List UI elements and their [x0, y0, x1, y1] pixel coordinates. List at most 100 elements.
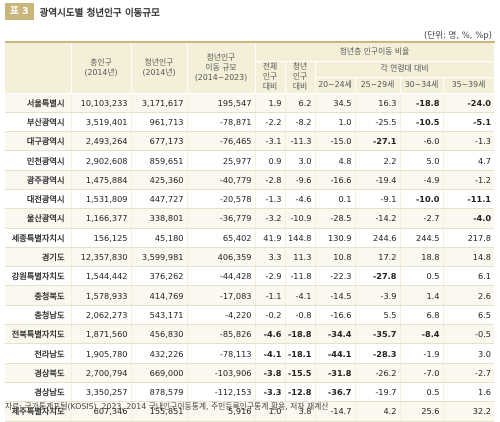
table-cell: -10.0	[399, 189, 443, 210]
table-row: 전라남도 1,905,780 432,226 -78,113 -4.1 -18.1 -44.…	[5, 343, 495, 364]
table-cell: -8.2	[284, 112, 315, 133]
table-row: 경상북도 2,700,794 669,000 -103,906 -3.8 -15.5 -31…	[5, 363, 495, 383]
table-cell: 425,360	[130, 170, 187, 190]
table-cell: -103,906	[186, 363, 255, 383]
table-cell: -27.8	[354, 266, 400, 287]
table-body: 서울특별시 10,103,233 3,171,617 195,547 1.9 6.2 34.…	[5, 93, 495, 422]
table-cell: -7.0	[399, 363, 443, 383]
table-cell: 12,357,830	[70, 247, 131, 268]
table-cell: 0.9	[254, 150, 285, 171]
table-cell: 244.6	[354, 228, 400, 248]
table-cell: -0.2	[254, 305, 285, 326]
table-cell: -11.1	[442, 189, 495, 210]
table-cell: -44,428	[186, 266, 255, 287]
table-cell: -1.3	[442, 131, 495, 152]
table-cell: 5.0	[399, 150, 443, 171]
table-cell: -19.7	[354, 382, 400, 403]
table-cell: -78,871	[186, 112, 255, 133]
table-cell: 4.2	[354, 401, 400, 422]
table-cell: 17.2	[354, 247, 400, 268]
table-cell: 1,905,780	[70, 343, 131, 364]
table-cell: 14.8	[442, 247, 495, 268]
table-cell: 2,062,273	[70, 305, 131, 326]
table-cell: 10.8	[314, 247, 355, 268]
col-region-header	[5, 41, 72, 94]
table-cell: 4.7	[442, 150, 495, 171]
col-group-ratio-header: 청년층 인구이동 비율	[255, 41, 495, 62]
row-region-name: 경상남도	[5, 382, 71, 403]
table-cell: 2.2	[354, 150, 400, 171]
row-region-name: 대전광역시	[5, 189, 71, 210]
row-region-name: 서울특별시	[5, 93, 71, 113]
table-cell: 3,599,981	[130, 247, 187, 268]
table-cell: 2,902,608	[70, 150, 131, 171]
col-age-20-24-header: 20~24세	[315, 77, 356, 94]
table-cell: -26.2	[354, 363, 400, 383]
table-cell: 156,125	[70, 228, 131, 248]
table-row: 서울특별시 10,103,233 3,171,617 195,547 1.9 6.2 34.…	[5, 93, 495, 113]
col-age-group-header: 각 연령대 대비	[315, 61, 495, 78]
table-cell: 45,180	[130, 228, 187, 248]
table-cell: -28.5	[314, 208, 355, 229]
table-cell: -22.3	[314, 266, 355, 287]
table-cell: -14.5	[314, 285, 355, 306]
table-row: 경기도 12,357,830 3,599,981 406,359 3.3 11.3 10.8…	[5, 247, 495, 268]
col-age-35-39-header: 35~39세	[443, 77, 495, 94]
table-cell: -12.8	[284, 382, 315, 403]
table-cell: -11.8	[284, 266, 315, 287]
table-cell: 3.3	[254, 247, 285, 268]
table-cell: 65,402	[186, 228, 255, 248]
row-region-name: 경상북도	[5, 363, 71, 383]
table-cell: 6.8	[399, 305, 443, 326]
table-cell: -10.5	[399, 112, 443, 133]
table-cell: 1,871,560	[70, 324, 131, 345]
table-cell: -4.6	[254, 324, 285, 345]
table-cell: 5.5	[354, 305, 400, 326]
table-cell: 878,579	[130, 382, 187, 403]
table-row: 인천광역시 2,902,608 859,651 25,977 0.9 3.0 4.8 2.2 5…	[5, 150, 495, 171]
table-cell: 1.4	[399, 285, 443, 306]
table-cell: 406,359	[186, 247, 255, 268]
table-cell: -1.3	[254, 189, 285, 210]
table-cell: -36,779	[186, 208, 255, 229]
table-cell: -18.8	[399, 93, 443, 113]
table-cell: 2,493,264	[70, 131, 131, 152]
table-cell: 6.2	[284, 93, 315, 113]
table-cell: -35.7	[354, 324, 400, 345]
table-cell: 677,173	[130, 131, 187, 152]
table-cell: -8.4	[399, 324, 443, 345]
table-cell: -34.4	[314, 324, 355, 345]
table-cell: 376,262	[130, 266, 187, 287]
table-cell: -4.6	[284, 189, 315, 210]
table-cell: 1,544,442	[70, 266, 131, 287]
table-cell: -18.8	[284, 324, 315, 345]
table-cell: -2.7	[399, 208, 443, 229]
row-region-name: 광주광역시	[5, 170, 71, 190]
table-cell: 4.8	[314, 150, 355, 171]
table-row: 전북특별자치도 1,871,560 456,830 -85,826 -4.6 -18.8-…	[5, 324, 495, 345]
table-cell: 130.9	[314, 228, 355, 248]
table-row: 세종특별자치시 156,125 45,180 65,402 41.9 144.8 130.9…	[5, 228, 495, 248]
table-cell: -2.9	[254, 266, 285, 287]
table-cell: 1.6	[442, 382, 495, 403]
table-cell: 34.5	[314, 93, 355, 113]
row-region-name: 충청북도	[5, 285, 71, 306]
table-cell: -3.8	[254, 363, 285, 383]
table-cell: -4.1	[284, 285, 315, 306]
source-note: 자료: 국가통계포털(KOSIS), 2023, 2014 국내인구이동통계, …	[5, 402, 329, 411]
table-cell: 1,578,933	[70, 285, 131, 306]
table-cell: 1.9	[254, 93, 285, 113]
table-cell: -76,465	[186, 131, 255, 152]
table-title: 광역시도별 청년인구 이동규모	[39, 7, 160, 19]
table-cell: -1.9	[399, 343, 443, 364]
table-cell: -19.4	[354, 170, 400, 190]
table-cell: -6.0	[399, 131, 443, 152]
col-vs-youth-header: 청년 인구 대비	[285, 61, 316, 94]
row-region-name: 충청남도	[5, 305, 71, 326]
table-row: 부산광역시 3,519,401 961,713 -78,871 -2.2 -8.2 1.0-…	[5, 112, 495, 133]
table-cell: 1,475,884	[70, 170, 131, 190]
table-cell: -15.0	[314, 131, 355, 152]
table-cell: -2.2	[254, 112, 285, 133]
table-cell: 1,531,809	[70, 189, 131, 210]
col-migration-header: 청년인구 이동 규모 (2014~2023)	[187, 41, 256, 94]
